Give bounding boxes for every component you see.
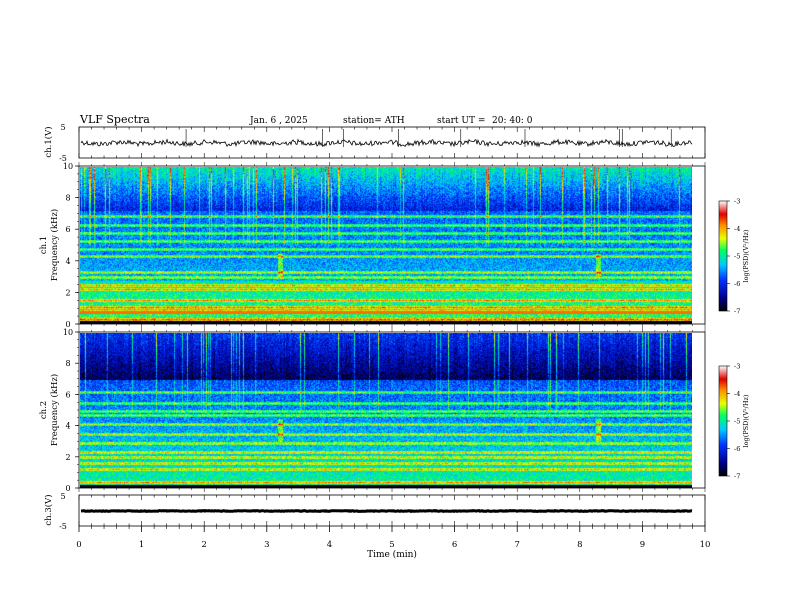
ch2-colorbar: -3 -4 -5 -6 -7 log(PSD)(V²/Hz) xyxy=(718,363,750,481)
colorbar-tick-label: -7 xyxy=(734,473,740,481)
colorbar-tick-label: -4 xyxy=(734,390,740,398)
freq-tick-label: 8 xyxy=(65,194,70,203)
x-tick-label: 3 xyxy=(264,540,269,550)
ch1-colorbar-ticks: -3 -4 -5 -6 -7 xyxy=(727,198,740,316)
ch1-waveform-trace xyxy=(80,138,693,148)
freq-tick-label: 2 xyxy=(65,453,70,462)
ch3-ytick-top: 5 xyxy=(60,492,65,501)
ch1-colorbar-label: log(PSD)(V²/Hz) xyxy=(742,229,750,282)
ch1-waveform-ylabel: ch.1(V) xyxy=(43,126,54,157)
ch3-waveform-trace xyxy=(80,508,693,514)
ch1-spectrogram-panel: 0 2 4 6 8 10 ch.1 Frequency (kHz) xyxy=(39,162,706,329)
ch1-waveform-ticks xyxy=(78,127,706,158)
spectrogram-raster xyxy=(80,333,692,488)
ch3-waveform-panel: 5 -5 ch.3(V) xyxy=(43,492,706,531)
colorbar-tick-label: -7 xyxy=(734,308,740,316)
freq-tick-label: 6 xyxy=(65,225,70,234)
ch2-spectrogram-image xyxy=(80,333,692,488)
ch3-waveform-ticks xyxy=(78,495,706,526)
ch2-colorbar-label: log(PSD)(V²/Hz) xyxy=(742,394,750,447)
freq-tick-label: 0 xyxy=(65,484,70,493)
x-tick-label: 8 xyxy=(577,540,582,550)
colorbar-tick-label: -3 xyxy=(734,198,740,206)
ch1-spectrogram-ticks: 0 2 4 6 8 10 xyxy=(63,162,706,329)
ch2-colorbar-ticks: -3 -4 -5 -6 -7 xyxy=(727,363,740,481)
start-ut-label: start UT = xyxy=(437,116,485,126)
ch1-waveform-panel: 5 -5 ch.1(V) xyxy=(43,123,706,163)
freq-tick-label: 8 xyxy=(65,359,70,368)
ch1-spectrogram-ylabel-frequency: Frequency (kHz) xyxy=(49,209,60,281)
freq-tick-label: 0 xyxy=(65,320,70,329)
spectrogram-raster xyxy=(80,167,692,324)
x-tick-label: 10 xyxy=(700,540,711,550)
start-time-value: 20: 40: 0 xyxy=(492,116,533,126)
x-tick-label: 4 xyxy=(327,540,332,550)
station-label: station= ATH xyxy=(343,116,405,126)
time-axis: 0 1 2 3 4 5 6 7 8 9 10 xyxy=(76,526,710,550)
ch1-ytick-bottom: -5 xyxy=(59,154,67,163)
ch2-colorbar-bar xyxy=(718,365,728,477)
colorbar-tick-label: -4 xyxy=(734,225,740,233)
freq-tick-label: 10 xyxy=(63,328,73,337)
colorbar-tick-label: -6 xyxy=(734,280,740,288)
x-tick-label: 2 xyxy=(201,540,206,550)
x-tick-label: 6 xyxy=(452,540,457,550)
x-tick-label: 0 xyxy=(76,540,81,550)
ch1-ytick-top: 5 xyxy=(60,123,65,132)
figure-title: VLF Spectra xyxy=(79,113,150,126)
date-label: Jan. 6 , 2025 xyxy=(249,116,308,126)
freq-tick-label: 4 xyxy=(65,257,70,266)
ch2-spectrogram-ylabel-frequency: Frequency (kHz) xyxy=(49,374,60,446)
time-axis-label: Time (min) xyxy=(367,549,417,560)
ch1-colorbar: -3 -4 -5 -6 -7 log(PSD)(V²/Hz) xyxy=(718,198,750,316)
ch1-spectrogram-image xyxy=(80,167,692,324)
colorbar-tick-label: -6 xyxy=(734,445,740,453)
ch2-spectrogram-panel: 0 2 4 6 8 10 ch.2 Frequency (kHz) xyxy=(39,328,706,493)
x-tick-label: 9 xyxy=(640,540,645,550)
ch3-waveform-ylabel: ch.3(V) xyxy=(43,494,54,525)
freq-tick-label: 4 xyxy=(65,422,70,431)
colorbar-tick-label: -3 xyxy=(734,363,740,371)
ch1-colorbar-bar xyxy=(718,200,728,312)
ch3-ytick-bottom: -5 xyxy=(59,522,67,531)
freq-tick-label: 10 xyxy=(63,162,73,171)
ch2-spectrogram-ylabel-channel: ch.2 xyxy=(39,401,49,419)
colorbar-tick-label: -5 xyxy=(734,253,740,261)
colorbar-tick-label: -5 xyxy=(734,418,740,426)
freq-tick-label: 2 xyxy=(65,288,70,297)
x-tick-label: 7 xyxy=(514,540,519,550)
ch2-spectrogram-ticks: 0 2 4 6 8 10 xyxy=(63,328,706,493)
x-tick-label: 5 xyxy=(389,540,394,550)
ch1-spectrogram-ylabel-channel: ch.1 xyxy=(39,236,49,254)
freq-tick-label: 6 xyxy=(65,390,70,399)
x-tick-label: 1 xyxy=(139,540,144,550)
